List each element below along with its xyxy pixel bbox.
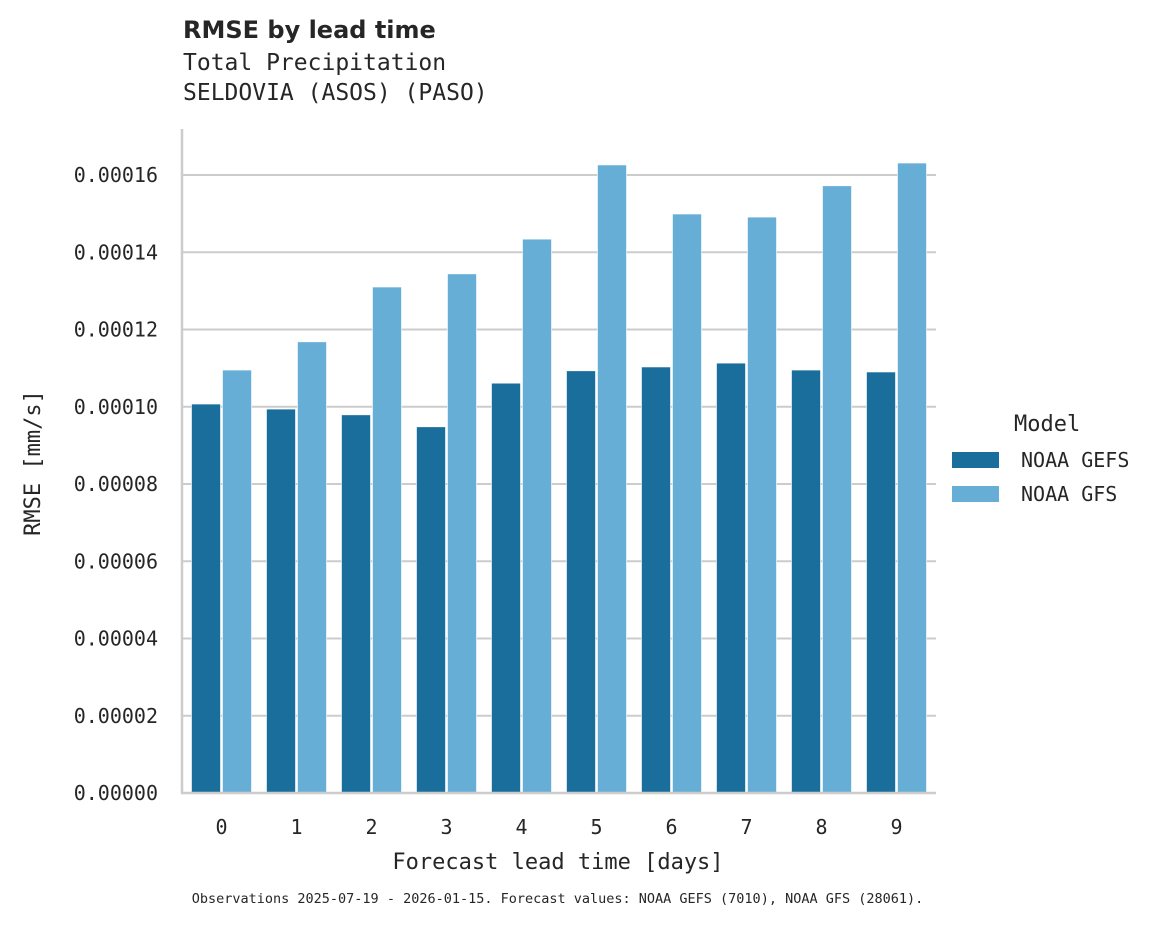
y-tick-label: 0.00010 [74, 395, 158, 419]
legend-swatch-gfs [952, 486, 999, 502]
bar-gefs-day-4 [491, 382, 521, 794]
bar-gfs-day-9 [897, 162, 927, 794]
bar-gefs-day-1 [266, 408, 296, 794]
bar-gfs-day-0 [222, 369, 252, 794]
bar-gfs-day-8 [822, 185, 852, 794]
bars [191, 162, 927, 794]
legend-item-gfs: NOAA GFS [952, 477, 1129, 511]
x-tick-label: 5 [590, 815, 602, 839]
y-tick-label: 0.00000 [74, 781, 158, 805]
chart-title: RMSE by lead time [183, 16, 436, 44]
y-tick-labels: 0.00000 0.00002 0.00004 0.00006 0.00008 0.000… [74, 163, 158, 805]
bar-gfs-day-4 [522, 238, 552, 794]
bar-gefs-day-3 [416, 426, 446, 794]
chart-subtitle-station: SELDOVIA (ASOS) (PASO) [183, 80, 488, 106]
legend-label-gefs: NOAA GEFS [1021, 448, 1130, 472]
x-tick-labels: 0 1 2 3 4 5 6 7 8 9 [215, 815, 902, 839]
y-tick-label: 0.00014 [74, 240, 158, 264]
x-tick-label: 0 [215, 815, 227, 839]
y-tick-label: 0.00012 [74, 318, 158, 342]
bar-gefs-day-0 [191, 403, 221, 794]
chart-subtitle-variable: Total Precipitation [183, 50, 447, 76]
legend: Model NOAA GEFS NOAA GFS [952, 412, 1129, 511]
y-tick-label: 0.00016 [74, 163, 158, 187]
x-tick-label: 8 [815, 815, 827, 839]
bar-gefs-day-2 [341, 414, 371, 794]
bar-gfs-day-6 [672, 213, 702, 794]
bar-gefs-day-9 [866, 371, 896, 794]
bar-gefs-day-5 [566, 370, 596, 794]
x-tick-label: 4 [515, 815, 527, 839]
y-tick-label: 0.00004 [74, 627, 158, 651]
bar-gfs-day-5 [597, 164, 627, 794]
x-tick-label: 7 [740, 815, 752, 839]
bar-gefs-day-7 [716, 362, 746, 794]
bar-gefs-day-6 [641, 366, 671, 794]
legend-title: Model [1014, 412, 1081, 437]
footnote: Observations 2025-07-19 - 2026-01-15. Fo… [191, 891, 924, 907]
y-tick-label: 0.00008 [74, 472, 158, 496]
x-tick-label: 1 [290, 815, 302, 839]
bar-gfs-day-7 [747, 216, 777, 794]
x-tick-label: 2 [365, 815, 377, 839]
x-tick-label: 3 [440, 815, 452, 839]
x-axis-label: Forecast lead time [days] [392, 850, 723, 875]
legend-label-gfs: NOAA GFS [1021, 482, 1118, 506]
y-tick-label: 0.00006 [74, 549, 158, 573]
y-tick-label: 0.00002 [74, 704, 158, 728]
bar-gfs-day-3 [447, 273, 477, 794]
x-tick-label: 6 [665, 815, 677, 839]
y-axis-label: RMSE [mm/s] [21, 390, 46, 536]
legend-swatch-gefs [952, 452, 999, 468]
bar-gefs-day-8 [791, 369, 821, 794]
legend-item-gefs: NOAA GEFS [952, 443, 1129, 477]
x-tick-label: 9 [890, 815, 902, 839]
bar-gfs-day-2 [372, 286, 402, 794]
bar-gfs-day-1 [297, 341, 327, 794]
